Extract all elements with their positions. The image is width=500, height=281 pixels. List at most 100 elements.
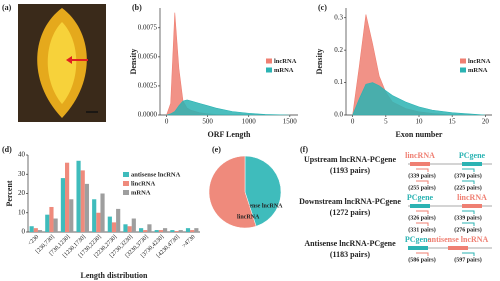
bar <box>154 230 159 232</box>
legend-label: lncRNA <box>274 58 297 65</box>
y-tick-label: 10 <box>18 208 26 216</box>
bar <box>147 224 152 232</box>
group-pairs: (1193 pairs) <box>330 166 371 175</box>
bar <box>29 226 34 232</box>
bar <box>194 228 199 232</box>
y-tick-label: 0.0 <box>334 111 343 119</box>
arrow-head <box>66 56 72 64</box>
pie-slice <box>208 155 257 229</box>
density-area <box>166 99 290 116</box>
y-axis-title: Density <box>129 49 138 75</box>
bar <box>190 230 195 232</box>
legend-swatch <box>460 67 466 73</box>
pair-count: (597 pairs) <box>454 256 482 263</box>
bracket <box>416 252 429 256</box>
legend-swatch <box>231 215 235 219</box>
gene-box <box>408 246 428 250</box>
seed-inner <box>47 22 77 104</box>
x-axis-title: Length distribution <box>81 271 148 280</box>
gene-box <box>448 246 468 250</box>
x-tick-label: <230 <box>27 234 40 247</box>
x-tick-label: 20 <box>482 118 490 126</box>
bar <box>131 218 136 232</box>
y-tick-label: 0.1 <box>334 78 343 86</box>
bar <box>84 183 89 232</box>
legend-swatch <box>266 67 272 73</box>
legend-swatch <box>460 58 466 64</box>
bracket <box>462 210 475 214</box>
gene-label: lincRNA <box>405 151 435 160</box>
x-tick-label: 1500 <box>283 118 298 126</box>
bracket <box>416 222 429 226</box>
legend-label: lincRNA <box>237 214 260 220</box>
bracket <box>416 210 429 214</box>
bar <box>139 228 144 232</box>
legend-swatch <box>123 190 129 195</box>
bar <box>162 228 168 232</box>
bracket <box>462 168 475 172</box>
bar <box>158 230 163 232</box>
panel-label: (c) <box>318 3 327 12</box>
pair-count: (339 pairs) <box>408 172 436 179</box>
bar <box>127 226 132 232</box>
legend-swatch <box>123 181 129 186</box>
gene-box <box>462 204 482 208</box>
bracket <box>462 222 475 226</box>
y-tick-label: 0.3 <box>334 13 343 21</box>
legend-label: lincRNA <box>131 180 156 187</box>
bar <box>116 208 121 232</box>
bar <box>76 160 81 232</box>
group-pairs: (1183 pairs) <box>330 250 371 259</box>
legend-label: lncRNA <box>468 58 491 65</box>
y-tick-label: 0.0000 <box>138 111 158 119</box>
x-tick-label: 10 <box>416 118 424 126</box>
gene-box <box>410 162 430 166</box>
panel-label: (e) <box>212 145 221 154</box>
bar <box>37 230 43 232</box>
bar <box>100 193 105 232</box>
panel-label: (a) <box>2 3 12 12</box>
legend-swatch <box>123 172 129 177</box>
pair-count: (586 pairs) <box>408 256 436 263</box>
bar <box>170 230 175 232</box>
bar <box>49 206 54 232</box>
x-tick-label: 0 <box>351 118 355 126</box>
panel-label: (f) <box>300 145 308 154</box>
y-tick-label: 0.0050 <box>138 52 158 60</box>
bar <box>53 218 58 232</box>
x-axis-title: ORF Length <box>207 130 251 139</box>
group-title: Antisense lncRNA-PCgene <box>304 239 396 248</box>
x-tick-label: 1000 <box>242 118 257 126</box>
group-title: Upstream lncRNA-PCgene <box>304 155 397 164</box>
bar <box>60 178 66 232</box>
bar <box>69 199 74 232</box>
bar <box>185 228 191 232</box>
x-tick-label: 0 <box>165 118 169 126</box>
bar <box>33 228 38 232</box>
bracket <box>462 180 475 184</box>
gene-label: PCgene <box>407 193 434 202</box>
y-axis-title: Percent <box>5 180 14 206</box>
pie-slice <box>244 155 282 227</box>
gene-box <box>462 162 482 166</box>
pair-count: (339 pairs) <box>454 214 482 221</box>
bar <box>123 224 128 232</box>
pair-count: (225 pairs) <box>454 184 482 191</box>
legend-swatch <box>266 58 272 64</box>
bar <box>111 222 117 232</box>
group-title: Downstream lncRNA-PCgene <box>299 197 401 206</box>
y-tick-label: 0.0025 <box>138 82 158 90</box>
y-tick-label: 0.2 <box>334 46 343 54</box>
y-tick-label: 30 <box>18 170 26 178</box>
gene-label: antisense lncRNA <box>428 235 489 244</box>
bracket <box>462 252 475 256</box>
pair-count: (255 pairs) <box>408 184 436 191</box>
x-tick-label: 15 <box>449 118 457 126</box>
panel-label: (d) <box>2 145 12 154</box>
group-pairs: (1272 pairs) <box>330 208 371 217</box>
bracket <box>416 180 429 184</box>
legend-label: mRNA <box>468 67 488 74</box>
seed-photo <box>18 4 106 122</box>
legend-label: antisense lncRNA <box>237 203 283 209</box>
bar <box>143 230 148 232</box>
